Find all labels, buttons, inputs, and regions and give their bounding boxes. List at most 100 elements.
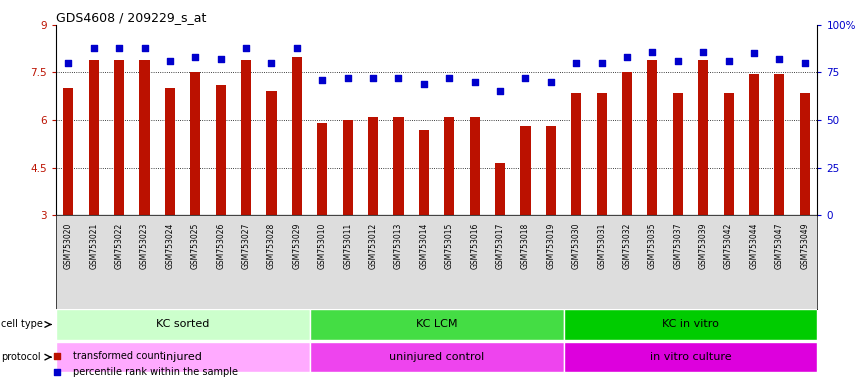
- Point: [290, 45, 304, 51]
- Point: [138, 45, 152, 51]
- Text: GSM753039: GSM753039: [698, 223, 708, 269]
- Bar: [597, 93, 607, 215]
- Point: [51, 353, 64, 359]
- Bar: [310, 342, 563, 372]
- Bar: [114, 60, 124, 215]
- Text: GSM753019: GSM753019: [546, 223, 556, 269]
- Text: GSM753042: GSM753042: [724, 223, 733, 269]
- Bar: [749, 74, 759, 215]
- Point: [112, 45, 126, 51]
- Bar: [563, 309, 817, 340]
- Bar: [292, 56, 302, 215]
- Text: percentile rank within the sample: percentile rank within the sample: [73, 367, 238, 377]
- Text: GSM753044: GSM753044: [750, 223, 758, 269]
- Point: [519, 75, 532, 81]
- Text: GSM753014: GSM753014: [419, 223, 428, 269]
- Text: GSM753023: GSM753023: [140, 223, 149, 269]
- Text: GSM753020: GSM753020: [64, 223, 73, 269]
- Text: GSM753013: GSM753013: [394, 223, 403, 269]
- Point: [163, 58, 176, 64]
- Text: cell type: cell type: [1, 319, 43, 329]
- Text: GSM753012: GSM753012: [369, 223, 377, 269]
- Text: GSM753031: GSM753031: [597, 223, 606, 269]
- Text: KC sorted: KC sorted: [156, 319, 210, 329]
- Bar: [190, 73, 200, 215]
- Point: [86, 45, 101, 51]
- Text: transformed count: transformed count: [73, 351, 163, 361]
- Point: [798, 60, 811, 66]
- Text: GSM753027: GSM753027: [241, 223, 251, 269]
- Point: [443, 75, 456, 81]
- Point: [239, 45, 253, 51]
- Point: [366, 75, 380, 81]
- Point: [62, 60, 75, 66]
- Text: GSM753029: GSM753029: [293, 223, 301, 269]
- Bar: [318, 123, 327, 215]
- Point: [265, 60, 278, 66]
- Text: in vitro culture: in vitro culture: [650, 352, 731, 362]
- Bar: [571, 93, 581, 215]
- Text: uninjured control: uninjured control: [389, 352, 484, 362]
- Point: [341, 75, 354, 81]
- Point: [645, 48, 659, 55]
- Bar: [140, 60, 150, 215]
- Point: [569, 60, 583, 66]
- Bar: [622, 73, 632, 215]
- Text: protocol: protocol: [1, 352, 40, 362]
- Text: GSM753025: GSM753025: [191, 223, 199, 269]
- Point: [544, 79, 557, 85]
- Text: GSM753016: GSM753016: [470, 223, 479, 269]
- Point: [315, 77, 329, 83]
- Bar: [698, 60, 708, 215]
- Point: [696, 48, 710, 55]
- Bar: [419, 129, 429, 215]
- Bar: [444, 117, 455, 215]
- Bar: [342, 120, 353, 215]
- Point: [417, 81, 431, 87]
- Text: GSM753049: GSM753049: [800, 223, 809, 269]
- Bar: [647, 60, 657, 215]
- Bar: [775, 74, 784, 215]
- Text: GSM753037: GSM753037: [674, 223, 682, 269]
- Point: [722, 58, 735, 64]
- Bar: [800, 93, 810, 215]
- Text: GSM753024: GSM753024: [165, 223, 175, 269]
- Point: [51, 369, 64, 375]
- Text: GSM753026: GSM753026: [217, 223, 225, 269]
- Point: [188, 54, 202, 60]
- Point: [620, 54, 633, 60]
- Bar: [89, 60, 98, 215]
- Text: GSM753010: GSM753010: [318, 223, 327, 269]
- Bar: [723, 93, 734, 215]
- Text: KC LCM: KC LCM: [416, 319, 457, 329]
- Bar: [56, 309, 310, 340]
- Bar: [546, 126, 556, 215]
- Bar: [520, 126, 531, 215]
- Point: [391, 75, 405, 81]
- Point: [493, 88, 507, 94]
- Bar: [216, 85, 226, 215]
- Text: GSM753018: GSM753018: [521, 223, 530, 269]
- Text: GSM753030: GSM753030: [572, 223, 580, 269]
- Point: [747, 50, 761, 56]
- Text: GSM753028: GSM753028: [267, 223, 276, 269]
- Bar: [673, 93, 683, 215]
- Bar: [495, 163, 505, 215]
- Point: [214, 56, 228, 62]
- Point: [772, 56, 786, 62]
- Text: GDS4608 / 209229_s_at: GDS4608 / 209229_s_at: [56, 11, 206, 24]
- Bar: [368, 117, 378, 215]
- Text: injured: injured: [163, 352, 202, 362]
- Text: GSM753022: GSM753022: [115, 223, 123, 269]
- Bar: [310, 309, 563, 340]
- Text: KC in vitro: KC in vitro: [662, 319, 719, 329]
- Point: [595, 60, 609, 66]
- Point: [467, 79, 481, 85]
- Point: [671, 58, 685, 64]
- Text: GSM753021: GSM753021: [89, 223, 98, 269]
- Text: GSM753011: GSM753011: [343, 223, 352, 269]
- Bar: [266, 91, 276, 215]
- Bar: [394, 117, 403, 215]
- Text: GSM753032: GSM753032: [622, 223, 632, 269]
- Text: GSM753047: GSM753047: [775, 223, 784, 269]
